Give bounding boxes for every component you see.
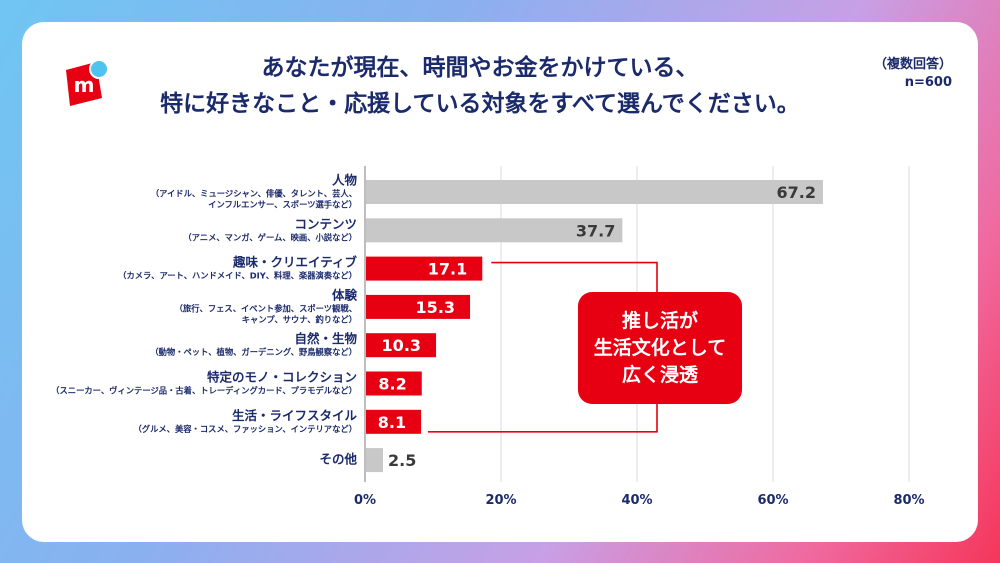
sample-note: （複数回答） n=600 [842, 56, 952, 92]
callout-line-1: 推し活が [621, 309, 698, 332]
category-label: 人物 [332, 173, 358, 188]
category-sublabel: （旅行、フェス、イベント参加、スポーツ観戦、 [175, 303, 357, 313]
callout-box: 推し活が 生活文化として 広く浸透 [578, 292, 742, 404]
category-sublabel: キャンプ、サウナ、釣りなど） [242, 314, 357, 324]
svg-text:m: m [74, 73, 95, 97]
data-label: 15.3 [416, 298, 455, 317]
bar [366, 256, 483, 281]
data-label: 37.7 [576, 221, 615, 240]
bar [366, 294, 471, 319]
category-label: 体験 [332, 287, 358, 302]
multiple-answer-note: （複数回答） [873, 57, 952, 72]
chart-title-line2: 特に好きなこと・応援している対象をすべて選んでください。 [160, 91, 800, 117]
bar [366, 409, 422, 434]
callout-line-2: 生活文化として [593, 336, 727, 359]
data-label: 17.1 [428, 260, 467, 279]
sample-size-note: n=600 [904, 75, 952, 90]
callout-line-3: 広く浸透 [621, 363, 698, 386]
chart-title-line1: あなたが現在、時間やお金をかけている、 [261, 55, 699, 81]
bar [366, 333, 437, 358]
category-label: 趣味・クリエイティブ [232, 255, 358, 270]
bar [366, 180, 823, 204]
category-sublabel: インフルエンサー、スポーツ選手など） [208, 200, 357, 210]
bracket-line-top [491, 261, 658, 292]
category-sublabel: （アニメ、マンガ、ゲーム、映画、小説など） [183, 232, 357, 242]
data-label: 8.1 [378, 413, 406, 432]
x-tick-label: 20% [485, 493, 516, 508]
category-sublabel: （スニーカー、ヴィンテージ品・古着、トレーディングカード、プラモデルなど） [51, 386, 357, 396]
data-label: 2.5 [388, 451, 416, 470]
category-label: 生活・ライフスタイル [232, 408, 358, 423]
bar [366, 448, 383, 473]
x-tick-label: 80% [893, 493, 924, 508]
x-tick-label: 60% [757, 493, 788, 508]
category-sublabel: （グルメ、美容・コスメ、ファッション、インテリアなど） [133, 424, 357, 434]
category-label: 特定のモノ・コレクション [207, 370, 357, 385]
bar [366, 218, 623, 243]
category-sublabel: （動物・ペット、植物、ガーデニング、野鳥観察など） [150, 347, 357, 357]
bracket-line-bottom [428, 404, 658, 433]
bar [366, 371, 422, 396]
data-label: 8.2 [378, 375, 406, 394]
category-label: 自然・生物 [294, 331, 357, 346]
data-label: 10.3 [382, 336, 421, 355]
category-label: その他 [319, 452, 357, 467]
x-tick-label: 0% [354, 493, 376, 508]
category-sublabel: （カメラ、アート、ハンドメイド、DIY、料理、楽器演奏など） [118, 271, 357, 281]
mercari-logo-icon: m [66, 59, 109, 106]
x-tick-label: 40% [621, 493, 652, 508]
chart-card [22, 22, 978, 542]
category-label: コンテンツ [294, 216, 357, 231]
category-sublabel: （アイドル、ミュージシャン、俳優、タレント、芸人、 [151, 189, 357, 199]
chart-title: あなたが現在、時間やお金をかけている、 特に好きなこと・応援している対象をすべて… [150, 50, 810, 122]
data-label: 67.2 [776, 183, 815, 202]
